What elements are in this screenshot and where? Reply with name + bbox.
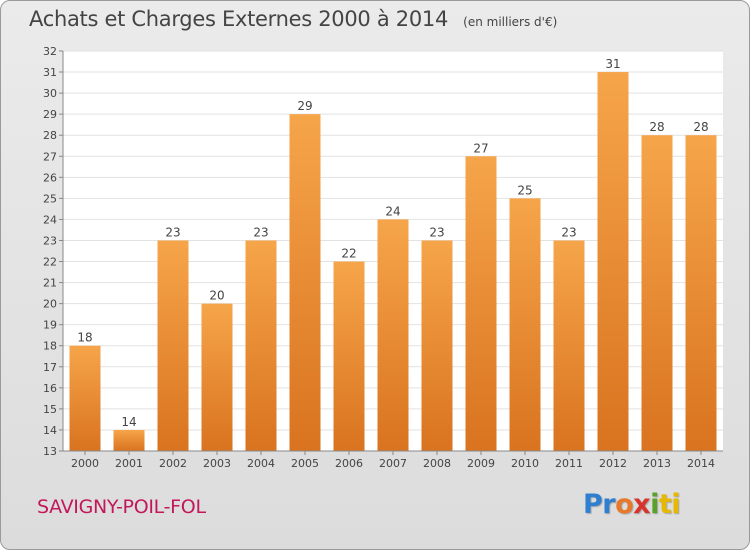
commune-name: SAVIGNY-POIL-FOL <box>37 496 206 518</box>
bar-2009 <box>465 156 497 451</box>
logo-part-3: x <box>633 489 651 520</box>
y-tick-label: 19 <box>43 319 57 332</box>
y-tick-label: 24 <box>43 213 57 226</box>
x-axis-ticks: 2000 2001 2002 2003 2004 2005 2006 2007 2008 2009… <box>71 451 715 470</box>
y-tick-label: 18 <box>43 340 57 353</box>
y-tick-label: 27 <box>43 150 57 163</box>
y-tick-label: 32 <box>43 45 57 58</box>
logo-part-2: o <box>615 489 634 520</box>
data-label-2007: 24 <box>385 204 400 218</box>
x-tick-label-2001: 2001 <box>115 457 143 470</box>
y-tick-label: 13 <box>43 445 57 458</box>
y-tick-label: 20 <box>43 298 57 311</box>
data-label-2010: 25 <box>517 183 532 197</box>
x-tick-label-2005: 2005 <box>291 457 319 470</box>
x-tick-label-2008: 2008 <box>423 457 451 470</box>
x-tick-label-2012: 2012 <box>599 457 627 470</box>
y-tick-label: 17 <box>43 361 57 374</box>
data-label-2012: 31 <box>605 57 620 71</box>
y-tick-label: 16 <box>43 382 57 395</box>
chart-title: Achats et Charges Externes 2000 à 2014 <box>29 7 449 31</box>
proxiti-logo[interactable]: Proxiti <box>583 489 681 520</box>
data-label-2011: 23 <box>561 225 576 239</box>
logo-part-5: ti <box>658 489 681 520</box>
bars <box>69 72 717 452</box>
x-tick-label-2002: 2002 <box>159 457 187 470</box>
data-label-2006: 22 <box>341 247 356 261</box>
logo-part-4: i <box>650 489 659 520</box>
data-label-2008: 23 <box>429 225 444 239</box>
x-tick-label-2000: 2000 <box>71 457 99 470</box>
x-tick-label-2013: 2013 <box>643 457 671 470</box>
bar-2008 <box>421 240 453 451</box>
x-tick-label-2010: 2010 <box>511 457 539 470</box>
bar-2012 <box>597 72 629 451</box>
bar-2013 <box>641 135 673 452</box>
bar-2005 <box>289 114 321 451</box>
data-label-2003: 20 <box>209 289 224 303</box>
bar-2014 <box>685 135 717 452</box>
chart-unit: (en milliers d'€) <box>463 15 558 29</box>
y-tick-label: 15 <box>43 403 57 416</box>
data-label-2002: 23 <box>165 225 180 239</box>
x-tick-label-2009: 2009 <box>467 457 495 470</box>
y-tick-label: 21 <box>43 277 57 290</box>
x-tick-label-2003: 2003 <box>203 457 231 470</box>
data-label-2013: 28 <box>649 120 664 134</box>
y-axis-ticks: 13 14 15 16 17 18 19 20 21 22 23 24 25 26 27 28 29 30 31 32 <box>43 45 63 458</box>
y-tick-label: 28 <box>43 129 57 142</box>
x-tick-label-2014: 2014 <box>687 457 715 470</box>
y-tick-label: 25 <box>43 192 57 205</box>
x-tick-label-2011: 2011 <box>555 457 583 470</box>
y-tick-label: 26 <box>43 171 57 184</box>
x-tick-label-2004: 2004 <box>247 457 275 470</box>
bar-2002 <box>157 240 189 451</box>
bar-2001 <box>113 429 145 451</box>
bar-2006 <box>333 261 365 451</box>
y-tick-label: 29 <box>43 108 57 121</box>
data-label-2004: 23 <box>253 225 268 239</box>
logo-part-1: Pr <box>583 489 616 520</box>
bar-2000 <box>69 345 101 451</box>
data-label-2001: 14 <box>121 415 136 429</box>
data-label-2014: 28 <box>693 120 708 134</box>
bar-2011 <box>553 240 585 451</box>
data-label-2005: 29 <box>297 99 312 113</box>
chart-title-group: Achats et Charges Externes 2000 à 2014 (… <box>29 7 557 31</box>
data-label-2000: 18 <box>77 331 92 345</box>
y-tick-label: 31 <box>43 66 57 79</box>
y-tick-label: 30 <box>43 87 57 100</box>
x-tick-label-2006: 2006 <box>335 457 363 470</box>
y-tick-label: 14 <box>43 424 57 437</box>
data-label-2009: 27 <box>473 141 488 155</box>
bar-2007 <box>377 219 409 451</box>
x-tick-label-2007: 2007 <box>379 457 407 470</box>
bar-2004 <box>245 240 277 451</box>
bar-2010 <box>509 198 541 451</box>
y-tick-label: 22 <box>43 256 57 269</box>
bar-2003 <box>201 303 233 451</box>
y-tick-label: 23 <box>43 234 57 247</box>
data-labels: 18 14 23 20 23 29 22 24 23 27 25 23 31 28 28 <box>77 57 708 429</box>
